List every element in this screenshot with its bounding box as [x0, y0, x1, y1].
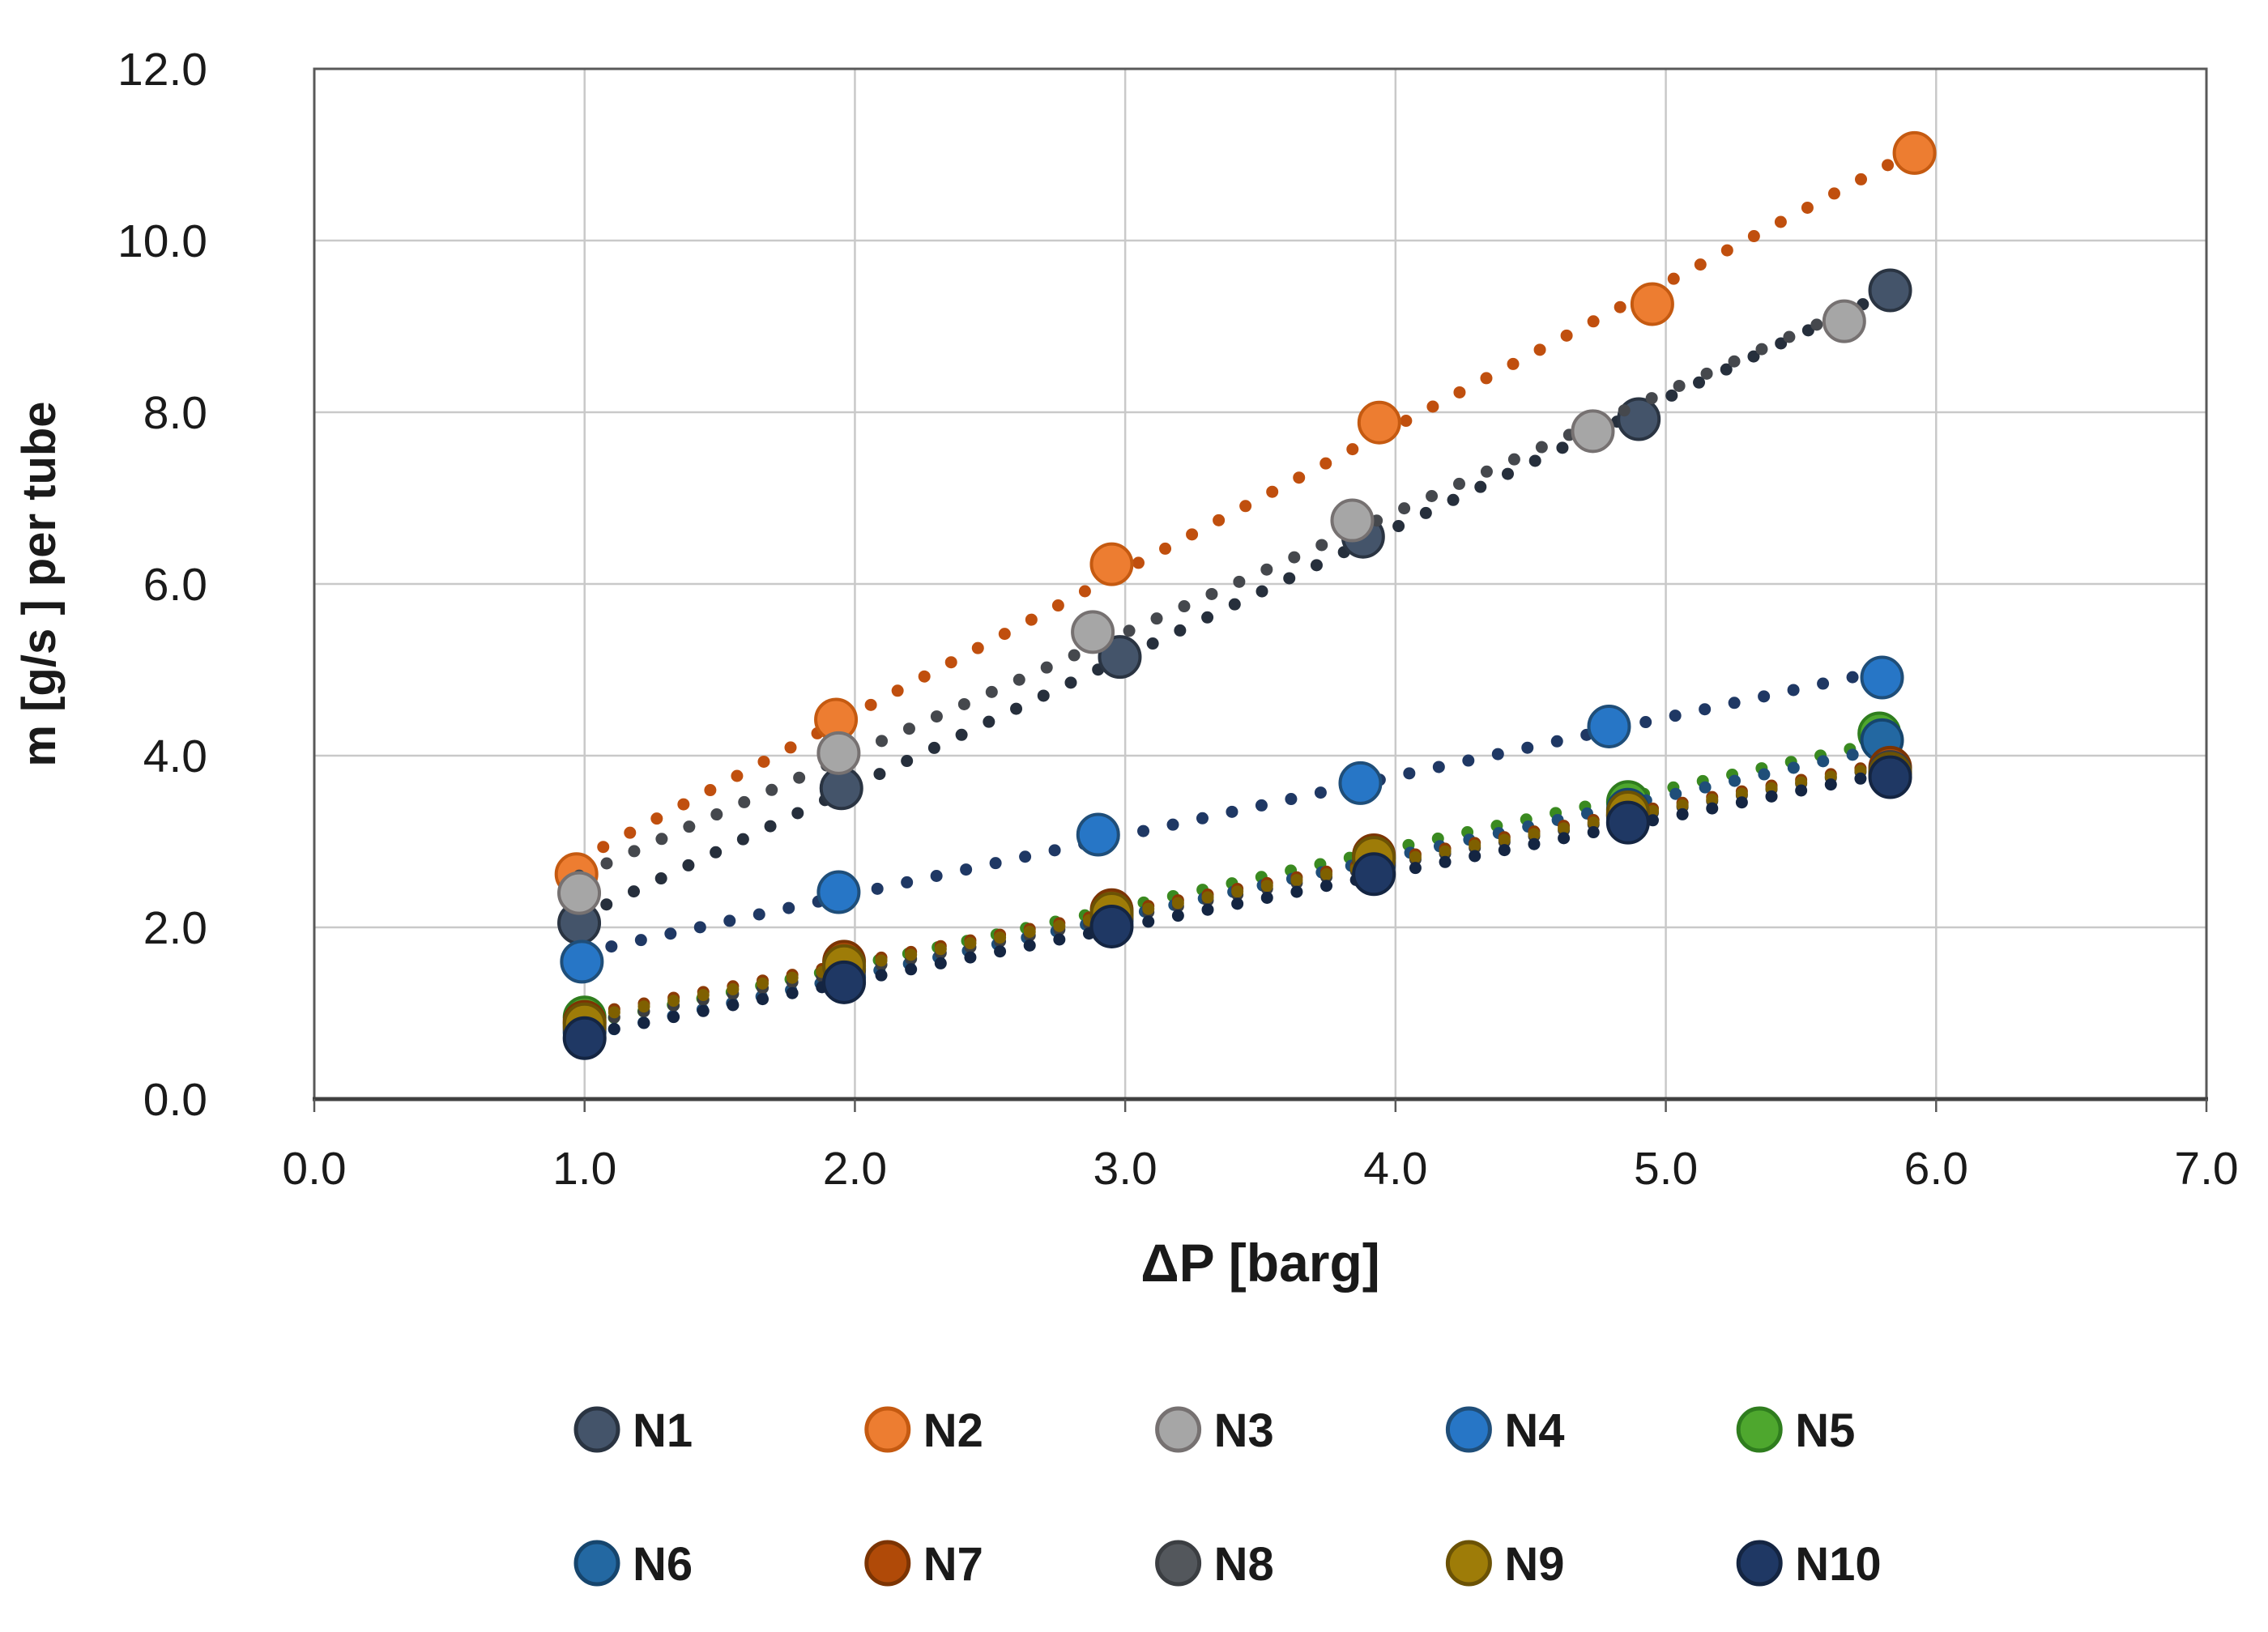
- legend-item-N4: N4: [1445, 1404, 1565, 1457]
- series-N3: [557, 299, 1866, 915]
- trendline-N5: [578, 736, 1886, 1030]
- data-point-N2: [1892, 130, 1937, 175]
- legend-marker-N4: [1445, 1406, 1492, 1453]
- legend-marker-N6: [573, 1540, 620, 1587]
- data-point-N10: [1352, 852, 1396, 897]
- x-tick-label: 1.0: [552, 1143, 616, 1195]
- trendline-N1: [573, 285, 1897, 924]
- data-point-N10: [562, 1016, 607, 1060]
- legend-item-N8: N8: [1155, 1538, 1274, 1591]
- legend-marker-N10: [1736, 1540, 1783, 1587]
- trendline-N3: [573, 306, 1851, 882]
- legend-item-N5: N5: [1736, 1404, 1855, 1457]
- legend-label-N4: N4: [1504, 1404, 1564, 1457]
- data-point-N3: [557, 871, 602, 915]
- y-tick-label: 4.0: [143, 731, 207, 782]
- markers-N4: [560, 655, 1904, 984]
- data-point-N3: [1071, 610, 1115, 654]
- data-point-N1: [1098, 635, 1142, 680]
- x-tick-label: 5.0: [1634, 1143, 1698, 1195]
- data-point-N2: [1357, 400, 1401, 445]
- legend-marker-N9: [1445, 1540, 1492, 1587]
- series-N4: [560, 655, 1904, 984]
- data-point-N3: [816, 731, 861, 775]
- legend-item-N7: N7: [864, 1538, 983, 1591]
- data-point-N2: [1630, 282, 1674, 326]
- legend-label-N7: N7: [923, 1538, 983, 1591]
- data-point-N2: [1089, 542, 1134, 586]
- data-point-N4: [560, 940, 604, 984]
- gridlines: [314, 69, 2206, 1099]
- data-point-N3: [1822, 299, 1866, 343]
- legend-marker-N2: [864, 1406, 911, 1453]
- legend-label-N1: N1: [633, 1404, 693, 1457]
- legend-marker-N7: [864, 1540, 911, 1587]
- legend-item-N10: N10: [1736, 1538, 1882, 1591]
- legend-item-N1: N1: [573, 1404, 693, 1457]
- trendline-N4: [575, 664, 1889, 959]
- data-point-N3: [1571, 409, 1615, 454]
- x-tick-label: 2.0: [823, 1143, 887, 1195]
- data-point-N3: [1330, 498, 1375, 543]
- series-N1: [557, 268, 1912, 945]
- y-tick-label: 0.0: [143, 1074, 207, 1126]
- trendline-N9: [578, 759, 1897, 1025]
- data-point-N4: [1076, 812, 1120, 857]
- markers-N10: [562, 755, 1912, 1060]
- x-tick-label: 7.0: [2174, 1143, 2238, 1195]
- data-point-N10: [1605, 800, 1650, 845]
- legend-item-N2: N2: [864, 1404, 983, 1457]
- trendline-N2: [570, 144, 1921, 867]
- trendline-N10: [578, 766, 1897, 1042]
- markers-N3: [557, 299, 1866, 915]
- legend-label-N8: N8: [1214, 1538, 1274, 1591]
- data-point-N10: [822, 960, 867, 1004]
- legend-label-N3: N3: [1214, 1404, 1274, 1457]
- data-point-N1: [1868, 268, 1912, 313]
- data-point-N4: [1587, 704, 1631, 748]
- axis-tick-labels: 0.0 1.0 2.0 3.0 4.0 5.0 6.0 7.0 0.0 2.0 4.0 6.0 8.0 1…: [117, 44, 2239, 1195]
- data-series-layer: [554, 130, 1937, 1060]
- data-point-N10: [1868, 755, 1912, 799]
- legend-item-N9: N9: [1445, 1538, 1565, 1591]
- legend-marker-N3: [1155, 1406, 1202, 1453]
- data-point-N4: [1338, 761, 1383, 805]
- legend-label-N6: N6: [633, 1538, 693, 1591]
- x-tick-label: 3.0: [1094, 1143, 1157, 1195]
- x-axis-title: ΔP [barg]: [1140, 1233, 1380, 1293]
- data-point-N4: [816, 870, 861, 914]
- x-tick-label: 6.0: [1904, 1143, 1968, 1195]
- x-tick-label: 0.0: [282, 1143, 346, 1195]
- legend-label-N2: N2: [923, 1404, 983, 1457]
- data-point-N10: [1089, 904, 1134, 948]
- series-N10: [562, 755, 1912, 1060]
- legend-item-N3: N3: [1155, 1404, 1274, 1457]
- y-tick-label: 8.0: [143, 387, 207, 439]
- data-point-N4: [1860, 655, 1904, 700]
- legend-label-N5: N5: [1795, 1404, 1855, 1457]
- series-N2: [554, 130, 1937, 897]
- legend-label-N9: N9: [1504, 1538, 1564, 1591]
- legend-label-N10: N10: [1795, 1538, 1881, 1591]
- y-axis-title: m [g/s ] per tube: [13, 401, 66, 766]
- legend-marker-N1: [573, 1406, 620, 1453]
- chart-legend: N1 N2 N3 N4 N5 N6 N7 N8 N9 N10: [573, 1404, 1882, 1591]
- legend-marker-N8: [1155, 1540, 1202, 1587]
- legend-item-N6: N6: [573, 1538, 693, 1591]
- y-tick-label: 6.0: [143, 559, 207, 611]
- y-tick-label: 2.0: [143, 902, 207, 954]
- y-tick-label: 12.0: [117, 44, 207, 96]
- y-tick-label: 10.0: [117, 215, 207, 267]
- x-tick-label: 4.0: [1363, 1143, 1427, 1195]
- plot-frame: [313, 67, 2208, 1112]
- legend-marker-N5: [1736, 1406, 1783, 1453]
